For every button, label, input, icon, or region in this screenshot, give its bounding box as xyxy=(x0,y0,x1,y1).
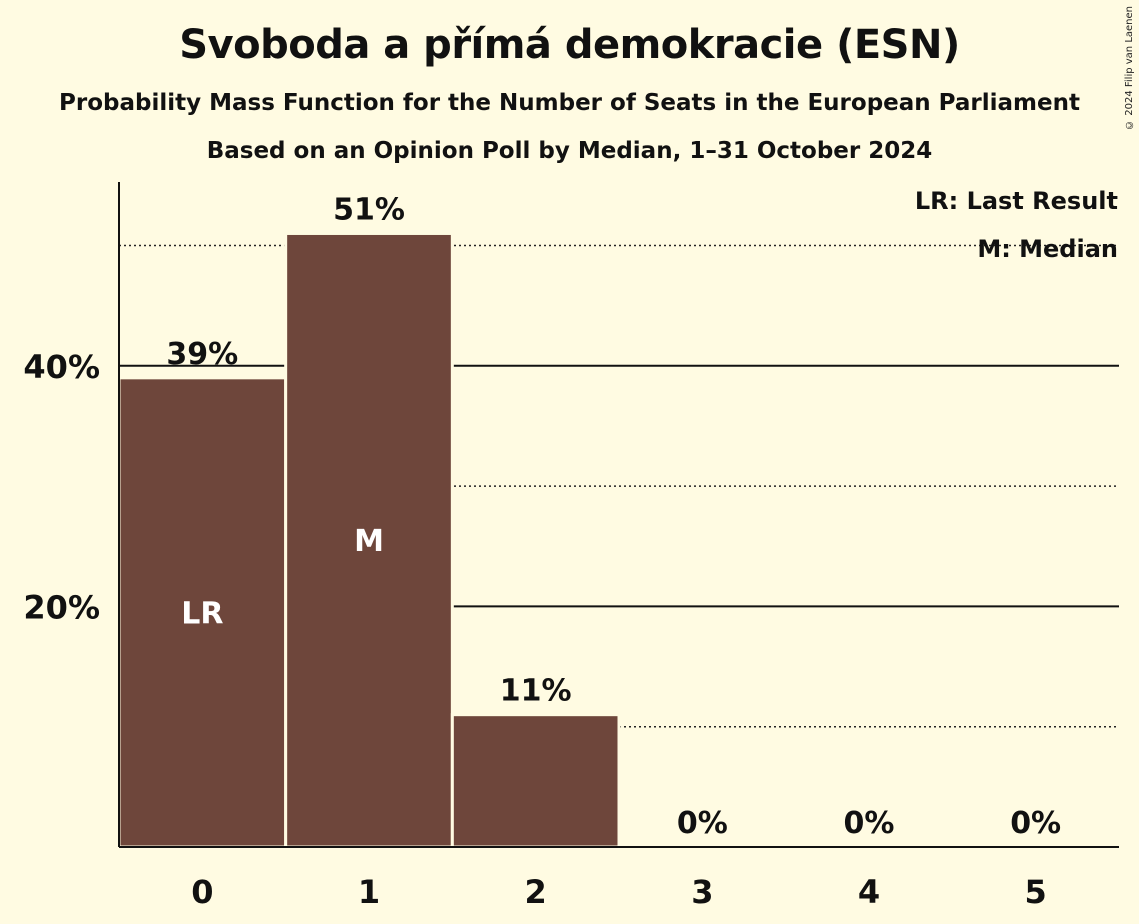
bar-0 xyxy=(117,376,288,849)
data-label: 0% xyxy=(1010,806,1061,841)
legend-entry: M: Median xyxy=(977,235,1118,263)
chart-title: Svoboda a přímá demokracie (ESN) xyxy=(179,22,960,68)
chart-source-note: Based on an Opinion Poll by Median, 1–31… xyxy=(206,138,933,164)
data-label: 0% xyxy=(677,806,728,841)
bar-1 xyxy=(284,231,454,849)
data-label: 39% xyxy=(166,337,238,372)
x-tick-label: 4 xyxy=(858,873,880,911)
y-tick-label: 20% xyxy=(23,588,100,626)
bar-marker-lr: LR xyxy=(181,596,223,631)
x-tick-label: 2 xyxy=(525,873,547,911)
bar-marker-m: M xyxy=(354,524,384,559)
x-tick-label: 5 xyxy=(1025,873,1047,911)
data-label: 0% xyxy=(844,806,895,841)
data-label: 51% xyxy=(333,192,405,227)
y-tick-label: 40% xyxy=(23,348,100,386)
legend-entry: LR: Last Result xyxy=(915,187,1118,215)
chart-subtitle: Probability Mass Function for the Number… xyxy=(59,90,1080,116)
data-label: 11% xyxy=(500,674,572,709)
x-tick-label: 3 xyxy=(691,873,713,911)
x-tick-label: 1 xyxy=(358,873,380,911)
x-tick-label: 0 xyxy=(191,873,213,911)
bar-2 xyxy=(450,713,621,849)
